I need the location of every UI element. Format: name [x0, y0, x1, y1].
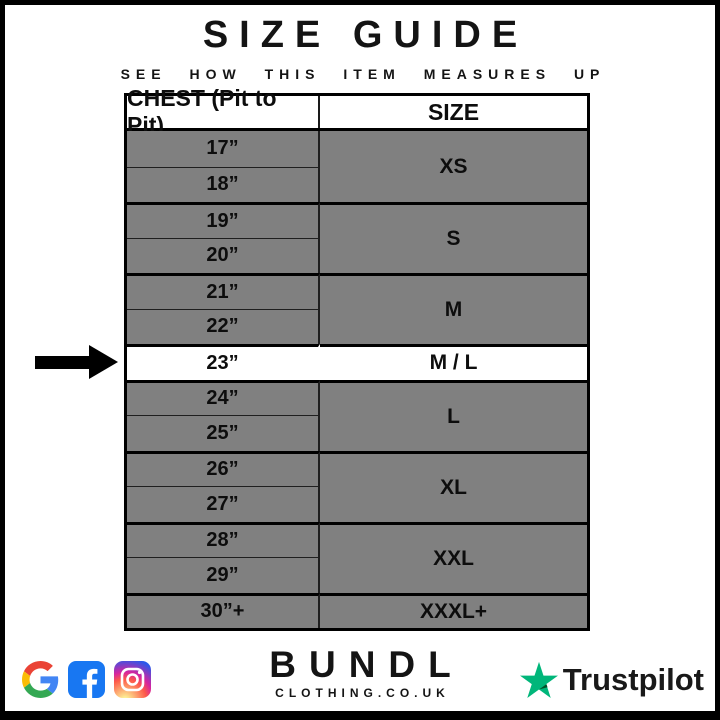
- social-links: [22, 661, 151, 698]
- instagram-camera-icon: [120, 667, 145, 692]
- highlight-arrow: [35, 345, 118, 379]
- size-table-body: 17” 18” XS 19” 20” S 21” 22” M 23” M / L 24” 25” L 26”…: [127, 131, 587, 628]
- chest-cell: 25”: [127, 415, 320, 451]
- chest-cell: 19”: [127, 202, 320, 238]
- header-cell-size: SIZE: [427, 98, 480, 125]
- chest-cell: 23”: [127, 344, 320, 380]
- chest-cell: 29”: [127, 557, 320, 593]
- trustpilot-logo[interactable]: Trustpilot: [519, 661, 704, 699]
- size-cell: XS: [320, 131, 587, 202]
- chest-cell: 18”: [127, 166, 320, 202]
- header-cell-chest: CHEST (Pit to Pit): [127, 85, 320, 138]
- size-cell: S: [320, 202, 587, 273]
- size-table-header: CHEST (Pit to Pit) SIZE: [127, 85, 587, 138]
- size-guide-subtitle: SEE HOW THIS ITEM MEASURES UP: [120, 66, 606, 82]
- chest-cell: 26”: [127, 450, 320, 486]
- chest-cell: 21”: [127, 273, 320, 309]
- brand-logo: BUNDL CLOTHING.CO.UK: [5, 646, 715, 700]
- google-g-icon: [22, 661, 59, 698]
- arrow-head-icon: [89, 345, 118, 379]
- google-icon[interactable]: [22, 661, 59, 698]
- chest-cell: 28”: [127, 521, 320, 557]
- size-table: CHEST (Pit to Pit) SIZE 17” 18” XS 19” 20” S 2…: [124, 85, 590, 631]
- chest-cell: 24”: [127, 379, 320, 415]
- chest-cell: 22”: [127, 308, 320, 344]
- chest-cell: 30”+: [127, 592, 320, 628]
- arrow-shaft: [35, 355, 89, 369]
- size-guide-title: SIZE GUIDE: [202, 14, 529, 56]
- size-cell: XXL: [320, 521, 587, 593]
- chest-cell: 17”: [127, 131, 320, 167]
- facebook-icon[interactable]: [68, 661, 105, 698]
- size-cell: XXXL+: [320, 592, 587, 628]
- trustpilot-label: Trustpilot: [562, 662, 704, 697]
- chest-cell: 20”: [127, 237, 320, 273]
- size-cell: XL: [320, 450, 587, 522]
- instagram-icon[interactable]: [114, 661, 151, 698]
- size-cell: M / L: [320, 344, 587, 380]
- size-cell: M: [320, 273, 587, 344]
- size-cell: L: [320, 379, 587, 451]
- trustpilot-star-icon: [519, 661, 558, 699]
- brand-name: BUNDL: [269, 644, 464, 685]
- chest-cell: 27”: [127, 486, 320, 522]
- facebook-f-icon: [82, 668, 98, 698]
- brand-domain: CLOTHING.CO.UK: [275, 686, 450, 700]
